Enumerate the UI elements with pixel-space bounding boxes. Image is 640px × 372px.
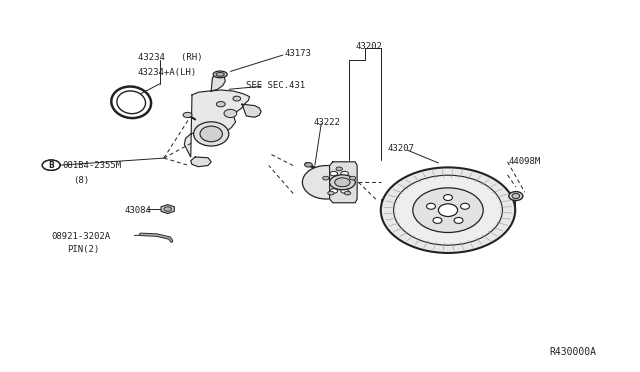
Text: 44098M: 44098M [509, 157, 541, 166]
Circle shape [328, 191, 334, 195]
Circle shape [349, 176, 356, 180]
Circle shape [340, 189, 348, 193]
Text: 43234+A(LH): 43234+A(LH) [138, 68, 196, 77]
Text: 43207: 43207 [387, 144, 414, 153]
Polygon shape [211, 74, 225, 91]
Ellipse shape [509, 192, 523, 201]
Circle shape [330, 189, 338, 193]
Text: 43222: 43222 [314, 118, 340, 127]
Circle shape [164, 207, 172, 211]
Circle shape [305, 163, 312, 167]
Text: R430000A: R430000A [549, 347, 596, 356]
Text: 081B4-2355M: 081B4-2355M [63, 161, 122, 170]
Circle shape [344, 191, 351, 195]
Ellipse shape [433, 218, 442, 224]
Text: PIN(2): PIN(2) [67, 246, 99, 254]
Ellipse shape [194, 122, 229, 146]
Ellipse shape [216, 102, 225, 107]
Text: 43084: 43084 [125, 206, 152, 215]
Ellipse shape [213, 71, 227, 78]
Ellipse shape [381, 167, 515, 253]
Text: SEE SEC.431: SEE SEC.431 [246, 81, 305, 90]
Ellipse shape [426, 203, 435, 209]
Ellipse shape [233, 96, 241, 101]
Polygon shape [184, 90, 250, 157]
Polygon shape [242, 104, 261, 117]
Ellipse shape [413, 188, 483, 232]
Ellipse shape [461, 203, 470, 209]
Ellipse shape [224, 109, 237, 118]
Circle shape [183, 112, 192, 118]
Ellipse shape [216, 73, 224, 76]
Text: 08921-3202A: 08921-3202A [51, 232, 110, 241]
Circle shape [335, 178, 350, 187]
Ellipse shape [454, 218, 463, 224]
Text: (8): (8) [74, 176, 90, 185]
Circle shape [330, 175, 355, 190]
Ellipse shape [444, 195, 452, 201]
Ellipse shape [394, 175, 502, 245]
Text: B: B [49, 161, 54, 170]
Circle shape [336, 167, 342, 171]
Polygon shape [330, 162, 357, 203]
Text: 43173: 43173 [285, 49, 312, 58]
Polygon shape [191, 157, 211, 167]
Ellipse shape [302, 166, 351, 199]
Text: 43234   (RH): 43234 (RH) [138, 53, 202, 62]
Circle shape [323, 176, 329, 180]
Circle shape [330, 171, 338, 176]
Ellipse shape [438, 204, 458, 217]
Ellipse shape [512, 193, 520, 199]
Text: 43202: 43202 [355, 42, 382, 51]
Circle shape [340, 171, 348, 176]
Ellipse shape [200, 126, 223, 142]
